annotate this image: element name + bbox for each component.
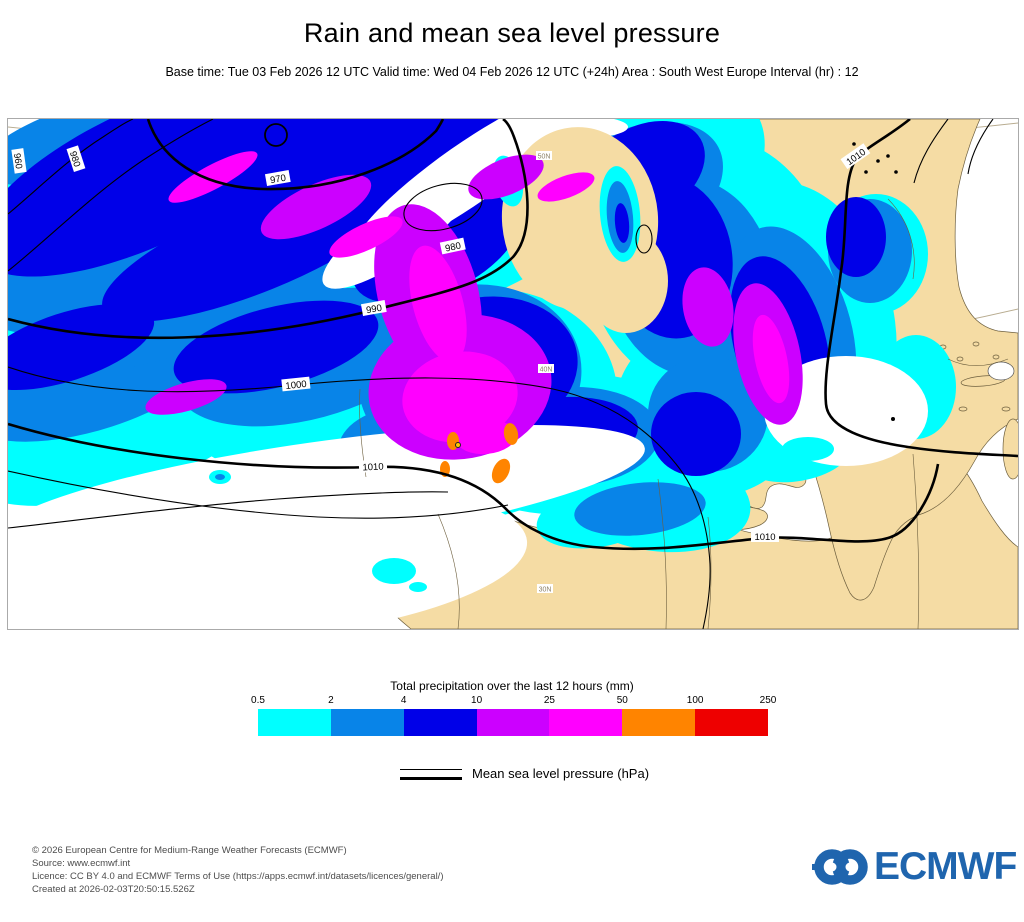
contours-thin	[8, 119, 994, 629]
contour-label: 980	[444, 240, 462, 254]
low-center	[264, 123, 288, 147]
footer-credits: © 2026 European Centre for Medium-Range …	[32, 844, 444, 896]
colorbar-block	[549, 709, 623, 736]
graticule-label: 40N	[540, 367, 553, 374]
precip-magenta	[168, 151, 790, 455]
legend-tick: 100	[686, 695, 704, 706]
weather-map-svg: 960 980 970 980 990 1000 1010 1010 1010 …	[8, 119, 1018, 629]
legend-tick: 2	[328, 695, 334, 706]
inland-sea-layer	[987, 361, 1015, 381]
precip-legend-ticks: 0.5 2 4 10 25 50 100 250	[251, 695, 776, 707]
precip-legend-title: Total precipitation over the last 12 hou…	[390, 679, 634, 693]
colorbar-block	[403, 709, 477, 736]
footer-line: Created at 2026-02-03T20:50:15.526Z	[32, 884, 195, 895]
colorbar-block	[622, 709, 696, 736]
ecmwf-logo: ECMWF	[812, 845, 1017, 889]
balkan-dots	[852, 142, 898, 421]
contour-label: 960	[11, 152, 24, 169]
contour-label: 970	[269, 173, 287, 187]
colorbar-block	[330, 709, 404, 736]
footer-line: Licence: CC BY 4.0 and ECMWF Terms of Us…	[32, 871, 444, 882]
contour-label: 1010	[362, 461, 384, 473]
pressure-line-thick-icon	[400, 777, 462, 780]
contour-label: 1010	[754, 532, 775, 543]
footer-line: Source: www.ecmwf.int	[32, 858, 131, 869]
legend-tick: 25	[543, 695, 555, 706]
ecmwf-logo-mark	[812, 849, 868, 885]
sea-marmara	[987, 361, 1015, 381]
page-title: Rain and mean sea level pressure	[303, 18, 721, 48]
footer-line: © 2026 European Centre for Medium-Range …	[32, 845, 347, 856]
contour-label: 980	[67, 150, 82, 168]
colorbar-block	[476, 709, 550, 736]
contour-label: 1000	[285, 379, 307, 392]
colorbar-block	[258, 709, 331, 736]
legend-tick: 10	[471, 695, 483, 706]
ecmwf-logo-text: ECMWF	[874, 845, 1017, 888]
precip-colorbar	[258, 709, 769, 736]
weather-map: 960 980 970 980 990 1000 1010 1010 1010 …	[7, 118, 1019, 630]
pressure-line-thin-icon	[400, 769, 462, 770]
precip-orange	[440, 423, 519, 484]
legend-tick: 250	[759, 695, 777, 706]
graticule-label-layer: 50N 40N 30N	[536, 151, 554, 594]
page-subtitle: Base time: Tue 03 Feb 2026 12 UTC Valid …	[165, 65, 859, 79]
legend-tick: 50	[616, 695, 628, 706]
legend-tick: 0.5	[251, 695, 265, 706]
legend-tick: 4	[400, 695, 407, 706]
station-marker	[455, 442, 461, 448]
pressure-legend-label: Mean sea level pressure (hPa)	[472, 766, 650, 781]
colorbar-block	[695, 709, 769, 736]
contour-label: 990	[365, 303, 383, 317]
graticule-label: 50N	[538, 154, 551, 161]
graticule-label: 30N	[539, 587, 552, 594]
contour-layer	[8, 119, 1018, 629]
border-layer	[359, 198, 1009, 629]
